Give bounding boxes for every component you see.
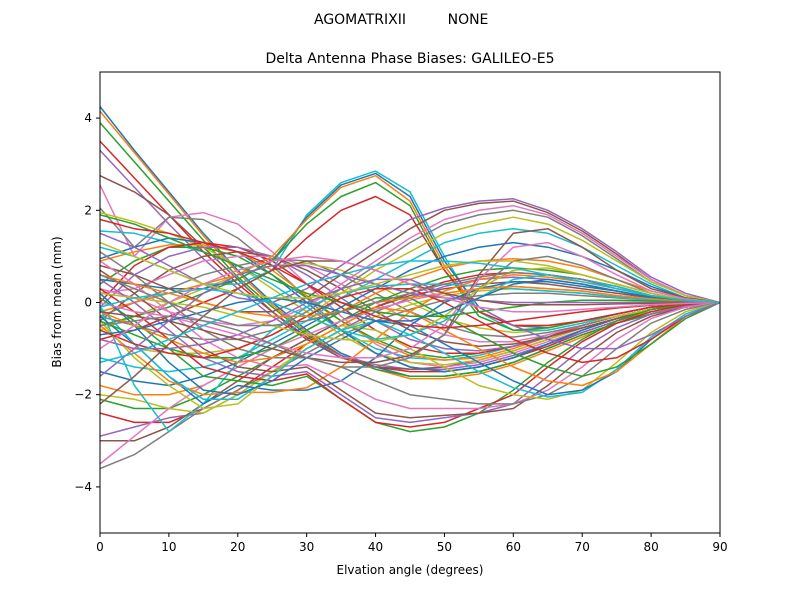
series-line-s44 [100,288,720,428]
plot-frame [99,71,721,534]
series-line-s63 [100,214,720,318]
y-tick-label: 2 [84,203,92,217]
series-line-s61 [100,278,720,336]
chart-title: Delta Antenna Phase Biases: GALILEO-E5 [265,51,554,67]
series-line-s47 [100,260,720,410]
y-tick-label: 4 [84,111,92,125]
x-tick-label: 60 [506,540,521,554]
suptitle-right: NONE [448,12,489,28]
x-axis-label: Elvation angle (degrees) [337,563,484,577]
series-line-s58 [100,255,720,368]
series-line-s55 [100,278,720,350]
series-lines [100,106,720,470]
x-tick-label: 80 [643,540,658,554]
series-line-s16 [100,251,720,348]
x-tick-label: 20 [230,540,245,554]
x-tick-label: 90 [712,540,727,554]
x-tick-label: 0 [96,540,104,554]
series-line-s46 [100,269,720,419]
y-tick-label: −4 [74,480,92,494]
y-tick-label: 0 [84,296,92,310]
suptitle-left: AGOMATRIXII [314,12,406,28]
x-tick-label: 30 [299,540,314,554]
series-line-s56 [100,227,720,364]
series-line-s52 [100,301,720,387]
axis-ticks: 0 10 20 30 40 50 60 70 80 90 −4 −2 0 2 4 [74,111,727,554]
series-line-s62 [100,274,720,318]
series-line-s64 [100,218,720,329]
x-tick-label: 50 [437,540,452,554]
series-line-s69 [100,241,720,304]
series-line-s43 [100,297,720,433]
series-line-s60 [100,274,720,341]
series-line-s54 [100,287,720,364]
x-tick-label: 10 [161,540,176,554]
series-line-s70 [100,260,720,364]
y-tick-label: −2 [74,388,92,402]
x-tick-label: 70 [575,540,590,554]
x-tick-label: 40 [368,540,383,554]
y-axis-label: Bias from mean (mm) [50,236,64,367]
